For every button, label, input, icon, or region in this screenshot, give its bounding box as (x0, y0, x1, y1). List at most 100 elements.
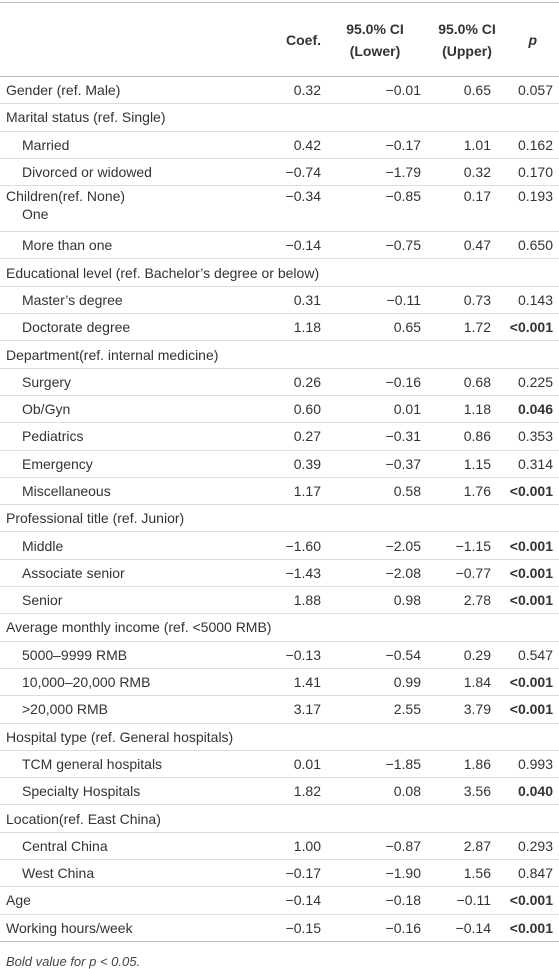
table-row: Educational level (ref. Bachelor’s degre… (0, 258, 559, 287)
cell-value: <0.001 (509, 483, 553, 499)
value-cell: −0.15 (250, 913, 325, 942)
value-cell: −0.01 (325, 75, 425, 104)
table-row: Gender (ref. Male) 0.32 −0.01 0.65 0.057 (0, 75, 559, 104)
row-label: Specialty Hospitals (0, 777, 250, 805)
cell-value: −0.16 (385, 373, 421, 390)
cell-value: 3.56 (463, 783, 491, 800)
cell-value: <0.001 (509, 319, 553, 336)
table-row: Ob/Gyn 0.60 0.01 1.18 0.046 (0, 394, 559, 423)
cell-value: −0.74 (285, 164, 321, 181)
cell-value: −0.01 (385, 82, 421, 99)
table-row: Associate senior −1.43 −2.08 −0.77 <0.001 (0, 558, 559, 587)
table-row: 10,000–20,000 RMB 1.41 0.99 1.84 <0.001 (0, 667, 559, 696)
value-cell: −1.60 (250, 531, 325, 560)
value-cell: −0.16 (325, 367, 425, 396)
row-label: Hospital type (ref. General hospitals) (0, 722, 250, 751)
table-row: Surgery 0.26 −0.16 0.68 0.225 (0, 367, 559, 396)
value-cell (425, 804, 495, 833)
cell-value: −1.15 (455, 537, 491, 554)
cell-value: <0.001 (509, 919, 553, 936)
table-header: Coef. 95.0% CI (Lower) 95.0% CI (Upper) … (0, 2, 559, 77)
value-cell: 1.15 (425, 449, 495, 478)
value-cell: 0.046 (495, 394, 559, 423)
value-cell: 2.78 (425, 586, 495, 614)
value-cell: <0.001 (495, 558, 559, 587)
value-cell: 0.32 (425, 157, 495, 186)
value-cell (250, 258, 325, 287)
value-cell: <0.001 (495, 586, 559, 614)
cell-value: −0.11 (386, 291, 421, 308)
value-cell: −0.14 (425, 913, 495, 942)
cell-value: −0.31 (385, 428, 421, 445)
cell-value: 0.39 (293, 455, 321, 472)
value-cell: 1.86 (425, 749, 495, 778)
cell-value: −0.11 (456, 892, 491, 909)
value-cell (425, 613, 495, 642)
row-label: Miscellaneous (0, 476, 250, 505)
row-label: Ob/Gyn (0, 394, 250, 423)
row-label: One (22, 206, 49, 223)
value-cell: 0.65 (325, 313, 425, 341)
cell-value: 1.76 (463, 483, 491, 499)
cell-value: 1.84 (463, 674, 491, 691)
cell-value: 0.293 (517, 837, 553, 854)
value-cell: −2.08 (325, 558, 425, 587)
cell-value: 0.08 (393, 783, 421, 800)
cell-value: 2.87 (463, 837, 491, 854)
value-cell (425, 258, 495, 287)
cell-value: 0.65 (393, 319, 421, 336)
cell-value: 0.040 (517, 783, 553, 800)
table-row: 5000–9999 RMB −0.13 −0.54 0.29 0.547 (0, 640, 559, 669)
cell-value: −1.90 (385, 865, 421, 882)
value-cell: 0.42 (250, 130, 325, 159)
table-row: Children(ref. None) −0.34 −0.85 0.17 0.193 (0, 185, 559, 207)
value-cell: 1.41 (250, 667, 325, 696)
value-cell: −1.43 (250, 558, 325, 587)
cell-value: 0.17 (463, 188, 491, 205)
cell-value: 0.32 (293, 82, 321, 99)
cell-value: −2.08 (385, 564, 421, 581)
cell-value: 0.993 (517, 755, 553, 772)
cell-value: 1.18 (293, 319, 321, 336)
value-cell: 0.31 (250, 285, 325, 314)
cell-value: 0.01 (293, 755, 321, 772)
value-cell: 0.68 (425, 367, 495, 396)
value-cell: 1.72 (425, 313, 495, 341)
value-cell: <0.001 (495, 313, 559, 341)
cell-value: 0.046 (517, 401, 553, 418)
header-text: 95.0% CI (Lower) (346, 20, 404, 59)
value-cell: 0.27 (250, 422, 325, 451)
value-cell: 0.143 (495, 285, 559, 314)
value-cell: <0.001 (495, 913, 559, 942)
value-cell: <0.001 (495, 667, 559, 696)
value-cell: −0.54 (325, 640, 425, 669)
cell-value: 0.86 (463, 428, 491, 445)
value-cell: 0.99 (325, 667, 425, 696)
value-cell: 1.17 (250, 476, 325, 505)
row-label: Pediatrics (0, 422, 250, 451)
value-cell: 0.58 (325, 476, 425, 505)
value-cell (250, 206, 325, 232)
value-cell: 0.73 (425, 285, 495, 314)
value-cell (495, 613, 559, 642)
table-row: Department(ref. internal medicine) (0, 340, 559, 369)
table-row: Working hours/week −0.15 −0.16 −0.14 <0.001 (0, 913, 559, 942)
value-cell: 3.79 (425, 695, 495, 724)
value-cell (250, 504, 325, 532)
value-cell: 0.01 (250, 749, 325, 778)
cell-value: 0.47 (463, 237, 491, 254)
value-cell (325, 722, 425, 751)
value-cell: 0.547 (495, 640, 559, 669)
table-row: Marital status (ref. Single) (0, 103, 559, 132)
value-cell (325, 258, 425, 287)
row-label: Location(ref. East China) (0, 804, 250, 833)
cell-value: <0.001 (509, 674, 553, 691)
cell-value: 0.170 (517, 164, 553, 181)
cell-value: 1.18 (463, 401, 491, 418)
value-cell (495, 722, 559, 751)
cell-value: 1.17 (293, 483, 321, 499)
cell-value: −0.14 (285, 237, 321, 254)
value-cell (495, 504, 559, 532)
cell-value: −1.43 (285, 564, 321, 581)
cell-value: 0.193 (517, 188, 553, 205)
